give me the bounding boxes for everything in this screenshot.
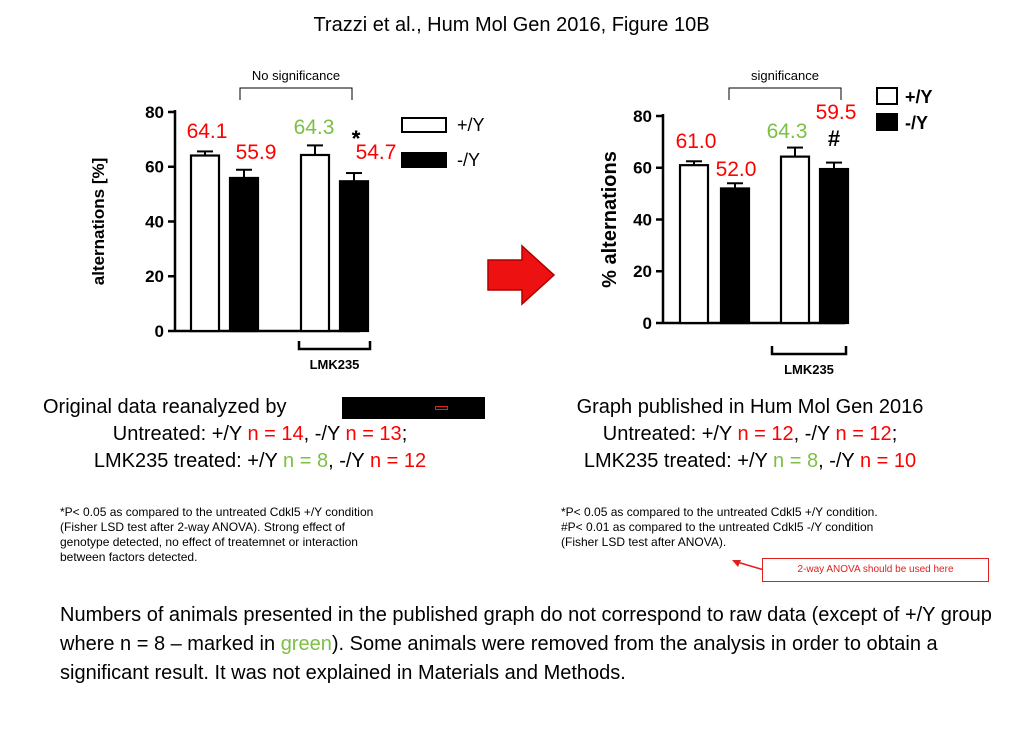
callout-box: 2-way ANOVA should be used here — [762, 558, 989, 582]
bar — [719, 187, 751, 325]
bar — [228, 176, 260, 333]
bar — [678, 164, 710, 325]
data-label: 52.0 — [716, 158, 757, 181]
group-label: LMK235 — [784, 362, 834, 377]
group-bracket — [297, 341, 372, 351]
legend-swatch — [401, 117, 447, 133]
bar — [818, 167, 850, 325]
group-label: LMK235 — [310, 357, 360, 372]
right-caption: Graph published in Hum Mol Gen 2016 Untr… — [520, 394, 980, 475]
significance-label: No significance — [252, 68, 340, 83]
y-tick-label: 0 — [643, 314, 652, 333]
data-label: 55.9 — [236, 141, 277, 164]
legend-label: +/Y — [905, 87, 933, 107]
significance-marker: # — [828, 126, 840, 151]
legend-swatch — [876, 113, 898, 131]
right-caption-title: Graph published in Hum Mol Gen 2016 — [576, 396, 924, 418]
redacted-name — [342, 397, 485, 419]
significance-marker: ** — [0, 0, 5, 9]
data-label: 61.0 — [676, 130, 717, 153]
significance-marker: * — [352, 126, 361, 151]
legend-swatch — [876, 87, 898, 105]
left-caption-title: Original data reanalyzed by — [43, 396, 287, 418]
bar — [299, 153, 331, 333]
callout-arrow-icon — [732, 560, 765, 571]
bar — [779, 155, 811, 325]
legend-label: -/Y — [905, 113, 928, 133]
data-label: 64.3 — [767, 120, 808, 143]
y-tick-label: 60 — [145, 158, 164, 177]
page-title: Trazzi et al., Hum Mol Gen 2016, Figure … — [313, 14, 710, 36]
left-caption: Original data reanalyzed by Untreated: +… — [40, 394, 480, 475]
y-tick-label: 40 — [145, 212, 164, 231]
arrow-right-icon — [487, 244, 556, 306]
y-tick-label: 60 — [633, 159, 652, 178]
left-caption-untreated: Untreated: +/Y n = 14, -/Y n = 13; — [112, 423, 408, 445]
y-tick-label: 80 — [145, 103, 164, 122]
y-axis-label: alternations [%] — [89, 158, 108, 286]
data-label: 64.3 — [294, 116, 335, 139]
group-bracket — [770, 346, 848, 356]
right-footnote: *P< 0.05 as compared to the untreated Cd… — [561, 505, 878, 549]
data-label: 64.1 — [187, 120, 228, 143]
legend-label: +/Y — [457, 115, 485, 135]
data-label: 54.7 — [356, 141, 397, 164]
significance-label: significance — [751, 68, 819, 83]
significance-marker: * — [352, 126, 361, 151]
left-footnote: *P< 0.05 as compared to the untreated Cd… — [60, 505, 374, 564]
legend-swatch — [401, 152, 447, 168]
significance-bracket — [728, 87, 842, 100]
right-caption-untreated: Untreated: +/Y n = 12, -/Y n = 12; — [602, 423, 898, 445]
redaction-mark — [435, 406, 448, 410]
right-caption-lmk235: LMK235 treated: +/Y n = 8, -/Y n = 10 — [583, 450, 917, 472]
data-label: 59.5 — [816, 101, 857, 124]
bar — [338, 180, 370, 333]
conclusion-text: Numbers of animals presented in the publ… — [60, 604, 992, 684]
y-tick-label: 20 — [145, 267, 164, 286]
legend-label: -/Y — [457, 150, 480, 170]
y-tick-label: 40 — [633, 210, 652, 229]
significance-bracket — [239, 87, 353, 100]
y-tick-label: 20 — [633, 262, 652, 281]
y-axis-label: % alternations — [599, 151, 621, 288]
left-caption-lmk235: LMK235 treated: +/Y n = 8, -/Y n = 12 — [93, 450, 427, 472]
y-tick-label: 0 — [155, 322, 164, 341]
y-tick-label: 80 — [633, 107, 652, 126]
